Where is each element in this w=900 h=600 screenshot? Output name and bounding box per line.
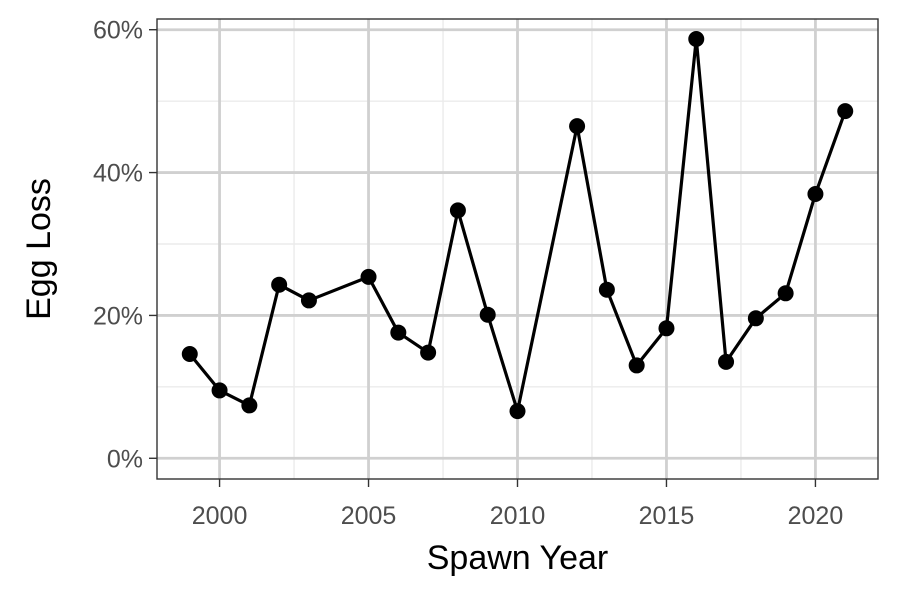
x-tick-label: 2005 [341, 502, 397, 530]
y-tick-label: 60% [93, 17, 143, 45]
y-axis: 0% 20% 40% 60% [93, 17, 157, 473]
data-point [807, 186, 824, 202]
data-point [271, 276, 288, 293]
data-point [658, 320, 675, 337]
data-point [569, 118, 586, 135]
data-point [598, 281, 615, 298]
data-point [718, 353, 735, 370]
y-tick-label: 20% [93, 302, 143, 330]
data-point [747, 310, 764, 327]
data-points [181, 31, 854, 420]
data-point [628, 357, 645, 374]
data-point [181, 346, 198, 362]
major-gridlines [157, 19, 878, 479]
x-tick-label: 2000 [192, 502, 248, 530]
data-point [509, 403, 526, 420]
data-point [449, 202, 466, 219]
x-tick-label: 2010 [490, 502, 546, 530]
data-point [300, 292, 317, 309]
data-point [211, 382, 228, 399]
x-tick-label: 2015 [639, 502, 695, 530]
data-point [837, 103, 854, 120]
x-axis-title: Spawn Year [427, 539, 609, 577]
x-axis: 2000 2005 2010 2015 2020 [192, 479, 843, 530]
data-point [777, 285, 794, 302]
data-point [420, 344, 437, 361]
data-point [360, 268, 377, 285]
data-point [390, 324, 407, 341]
data-point [241, 397, 258, 414]
data-point [479, 306, 496, 323]
y-tick-label: 40% [93, 160, 143, 188]
data-point [688, 31, 705, 47]
y-tick-label: 0% [107, 445, 143, 473]
y-axis-title: Egg Loss [20, 178, 58, 320]
x-tick-label: 2020 [788, 502, 844, 530]
